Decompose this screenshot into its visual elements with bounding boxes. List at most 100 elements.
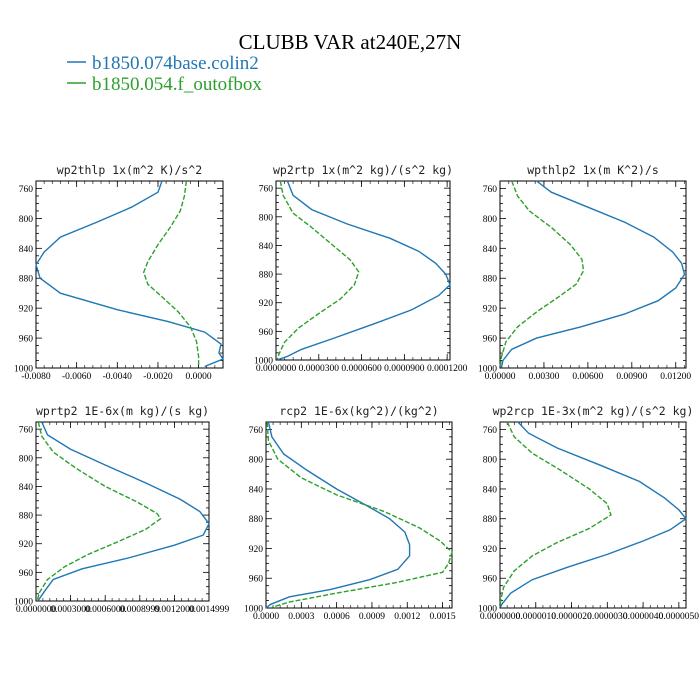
y-tick-label: 960 [259, 328, 274, 338]
y-tick-label: 960 [249, 575, 264, 585]
series-line-b1850-054-outofbox [266, 421, 453, 608]
x-tick-label: 0.00600 [572, 372, 603, 382]
y-tick-label: 760 [19, 185, 34, 195]
y-tick-label: 1000 [254, 357, 273, 367]
y-tick-label: 760 [483, 185, 498, 195]
y-tick-label: 800 [19, 454, 34, 464]
panel-title: wp2rtp 1x(m^2 kg)/(s^2 kg) [273, 163, 453, 177]
chart-panel-3: wpthlp2 1x(m K^2)/s 760 800 840 880 920 960 100… [478, 163, 691, 382]
y-tick-label: 880 [19, 275, 34, 285]
x-tick-label: 0.00000 [485, 372, 516, 382]
y-tick-label: 760 [249, 426, 264, 436]
series-line-b1850-074base [278, 180, 451, 360]
x-tick-label: -0.0040 [103, 372, 133, 382]
y-tick-label: 920 [19, 540, 34, 550]
panel-title: rcp2 1E-6x(kg^2)/(kg^2) [279, 404, 438, 418]
y-tick-label: 800 [483, 456, 498, 466]
series-line-b1850-074base [37, 421, 210, 601]
y-tick-label: 880 [249, 515, 264, 525]
chart-panel-1: wp2thlp 1x(m^2 K)/s^2 760 800 840 880 920 960 1… [14, 163, 225, 382]
legend-label-2: b1850.054.f_outofbox [92, 74, 262, 95]
series-line-b1850-054-outofbox [142, 180, 200, 367]
chart-panel-5: rcp2 1E-6x(kg^2)/(kg^2) 760 800 840 880 920 96… [244, 404, 456, 622]
x-tick-label: 0.0012000 [154, 605, 195, 615]
x-tick-label: 0.0003 [288, 612, 314, 622]
chart-panels: wp2thlp 1x(m^2 K)/s^2 760 800 840 880 920 960 1… [14, 163, 699, 622]
legend-label-1: b1850.074base.colin2 [92, 53, 259, 74]
plot-frame [265, 421, 453, 609]
panel-title: wp2rcp 1E-3x(m^2 kg)/(s^2 kg) [493, 404, 694, 418]
series-line-b1850-074base [499, 421, 688, 608]
panel-title: wp2thlp 1x(m^2 K)/s^2 [57, 163, 202, 177]
x-tick-label: 0.0001200 [427, 364, 468, 374]
y-tick-label: 760 [19, 426, 34, 436]
x-tick-label: 0.0000040 [623, 612, 664, 622]
series-line-b1850-074base [500, 180, 686, 368]
panel-title: wprtp2 1E-6x(m kg)/(s kg) [36, 404, 209, 418]
x-tick-label: 0.0006 [324, 612, 350, 622]
y-tick-label: 760 [483, 426, 498, 436]
figure-legend: b1850.074base.colin2 b1850.054.f_outofbo… [67, 53, 262, 95]
y-tick-label: 920 [483, 545, 498, 555]
x-tick-label: 0.0000900 [384, 364, 425, 374]
y-tick-label: 960 [483, 335, 498, 345]
x-tick-label: -0.0080 [21, 372, 51, 382]
chart-panel-2: wp2rtp 1x(m^2 kg)/(s^2 kg) 760 800 840 880 92… [254, 163, 468, 374]
y-tick-label: 1000 [14, 598, 33, 608]
series-line-b1850-074base [265, 421, 411, 609]
series-line-b1850-054-outofbox [499, 180, 585, 368]
y-tick-label: 880 [483, 275, 498, 285]
plot-frame [275, 180, 451, 361]
series-line-b1850-054-outofbox [499, 421, 612, 608]
y-tick-label: 800 [259, 213, 274, 223]
x-tick-label: 0.0000 [186, 372, 212, 382]
series-line-b1850-054-outofbox [276, 180, 360, 360]
chart-panel-4: wprtp2 1E-6x(m kg)/(s kg)760 800 840 880 920… [14, 404, 229, 615]
x-tick-label: 0.0006000 [85, 605, 126, 615]
series-line-b1850-074base [35, 180, 225, 368]
y-tick-label: 840 [19, 245, 34, 255]
y-tick-label: 760 [259, 185, 274, 195]
y-tick-label: 920 [259, 299, 274, 309]
figure-title: CLUBB VAR at240E,27N [239, 30, 462, 54]
y-tick-label: 960 [19, 569, 34, 579]
y-tick-label: 800 [249, 456, 264, 466]
y-tick-label: 800 [19, 215, 34, 225]
y-tick-label: 880 [19, 512, 34, 522]
x-tick-label: 0.0009 [359, 612, 385, 622]
y-tick-label: 840 [19, 483, 34, 493]
plot-frame [499, 180, 687, 369]
y-tick-label: 960 [19, 335, 34, 345]
y-tick-label: 1000 [14, 365, 33, 375]
chart-panel-6: wp2rcp 1E-3x(m^2 kg)/(s^2 kg) 760 800 840 88… [478, 404, 699, 622]
y-tick-label: 880 [259, 271, 274, 281]
x-tick-label: 0.0000600 [341, 364, 382, 374]
y-tick-label: 880 [483, 515, 498, 525]
x-tick-label: 0.0000030 [587, 612, 628, 622]
y-tick-label: 920 [483, 305, 498, 315]
x-tick-label: 0.0014999 [189, 605, 230, 615]
y-tick-label: 840 [483, 245, 498, 255]
y-tick-label: 800 [483, 215, 498, 225]
x-tick-label: 0.0003000 [50, 605, 91, 615]
y-tick-label: 840 [483, 485, 498, 495]
x-tick-label: 0.0008999 [120, 605, 161, 615]
x-tick-label: 0.0000000 [256, 364, 297, 374]
x-tick-label: -0.0020 [143, 372, 173, 382]
y-tick-label: 1000 [478, 365, 497, 375]
y-tick-label: 1000 [478, 605, 497, 615]
plot-frame [35, 421, 210, 602]
plot-frame [35, 180, 224, 369]
x-tick-label: 0.0000050 [659, 612, 700, 622]
x-tick-label: 0.01200 [660, 372, 691, 382]
x-tick-label: 0.0000300 [299, 364, 340, 374]
y-tick-label: 920 [249, 545, 264, 555]
y-tick-label: 920 [19, 305, 34, 315]
x-tick-label: 0.0012 [394, 612, 420, 622]
x-tick-label: 0.0000000 [16, 605, 57, 615]
x-tick-label: 0.0015 [430, 612, 456, 622]
y-tick-label: 840 [249, 485, 264, 495]
x-tick-label: 0.0000 [253, 612, 279, 622]
panel-title: wpthlp2 1x(m K^2)/s [527, 163, 659, 177]
